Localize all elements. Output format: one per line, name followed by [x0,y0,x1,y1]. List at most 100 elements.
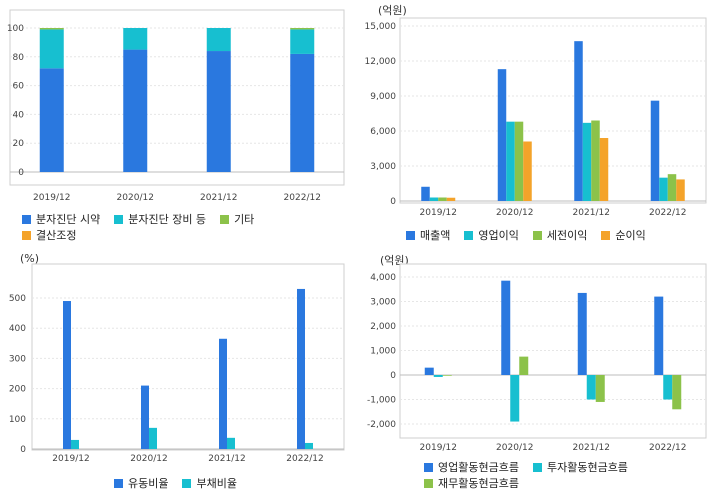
bar-0-분자진단 장비 등 [39,29,64,69]
x-tick-label: 2021/12 [573,208,610,218]
bar-1-투자활동현금흐름 [510,375,520,422]
y-tick-label: 100 [7,24,24,34]
bar-3-유동비율 [297,288,305,449]
bar-2-영업이익 [582,122,592,201]
y-tick-label: -2,000 [367,420,396,430]
legend-label: 세전이익 [546,229,588,242]
bar-2-재무활동현금흐름 [595,375,605,402]
legend-item[interactable]: 영업이익 [464,228,519,244]
legend-swatch [406,231,415,240]
legend-item[interactable]: 영업활동현금흐름 [424,460,519,476]
bar-3-기타 [290,28,315,30]
x-tick-label: 2020/12 [117,193,154,203]
bar-1-세전이익 [514,121,524,201]
y-tick-label: 3,000 [370,162,396,172]
bar-0-분자진단 시약 [39,68,64,172]
cashflow-plot: -2,000 -1,000 0 1,000 2,000 3,000 4,000 2019/12… [367,263,707,453]
y-tick-label: 300 [9,354,26,364]
bar-0-기타 [39,28,64,30]
legend-swatch [182,479,192,488]
x-tick-label: 2020/12 [496,208,533,218]
bar-3-부채비율 [305,442,313,449]
x-tick-label: 2022/12 [649,208,686,218]
bar-2-투자활동현금흐름 [586,375,596,400]
legend-swatch [532,463,542,472]
y-tick-label: 80 [13,53,25,63]
legend-label: 유동비율 [128,477,169,490]
y-tick-label: 200 [9,385,26,395]
legend-swatch [22,215,31,224]
y-tick-label: 0 [390,371,396,381]
bar-1-분자진단 장비 등 [123,28,148,50]
bar-1-순이익 [523,141,532,201]
y-tick-label: 1,000 [370,347,396,357]
legend-label: 재무활동현금흐름 [438,477,519,490]
bar-3-영업활동현금흐름 [654,296,664,375]
ratio-chart: (%) 0 100 200 300 400 500 2019/12 2020/12 2021/1… [0,248,360,496]
legend-item[interactable]: 세전이익 [532,228,588,244]
legend-label: 결산조정 [36,229,77,242]
legend-swatch [464,231,474,240]
sales-composition-plot: 0 20 40 60 80 100 2019/12 2020/12 2021/12 2022/12 [7,9,345,203]
x-tick-label: 2021/12 [200,193,237,203]
bar-1-영업이익 [506,121,515,201]
legend-row: 분자진단 시약 분자진단 장비 등 기타 [22,212,268,228]
y-tick-label: 6,000 [370,127,396,137]
bar-0-매출액 [421,186,430,201]
bar-2-세전이익 [591,120,600,201]
legend-item[interactable]: 결산조정 [22,228,76,244]
y-tick-label: 2,000 [370,322,396,332]
legend-item[interactable]: 분자진단 시약 [22,212,100,228]
legend-item[interactable]: 순이익 [601,228,646,244]
legend-item[interactable]: 분자진단 장비 등 [114,212,206,228]
y-tick-label: 3,000 [370,298,396,308]
bar-1-영업활동현금흐름 [501,280,511,375]
bar-3-매출액 [650,100,660,201]
x-tick-label: 2019/12 [420,443,457,453]
bar-3-투자활동현금흐름 [663,375,673,400]
ratio-unit-label: (%) [20,252,40,265]
bar-0-유동비율 [63,301,71,449]
income-plot: 0 3,000 6,000 9,000 12,000 15,000 2019/12 2020/… [365,17,707,218]
bar-3-분자진단 장비 등 [290,29,315,54]
legend-swatch [532,231,542,240]
bar-0-부채비율 [71,439,79,449]
bar-0-세전이익 [438,197,447,201]
y-tick-label: 100 [9,415,26,425]
legend-item[interactable]: 매출액 [406,228,450,244]
x-tick-label: 2022/12 [649,443,686,453]
legend-item[interactable]: 부채비율 [182,476,237,492]
bar-1-재무활동현금흐름 [519,356,529,375]
legend-label: 매출액 [420,229,451,242]
legend-row: 영업활동현금흐름 투자활동현금흐름 [424,460,642,476]
y-tick-label: 4,000 [370,273,396,283]
legend-item[interactable]: 기타 [220,212,254,228]
legend-swatch [114,215,124,224]
y-tick-label: 500 [9,294,26,304]
y-tick-label: -1,000 [367,396,396,406]
legend-row: 매출액 영업이익 세전이익 순이익 [406,228,660,244]
legend-label: 영업이익 [478,229,519,242]
legend-label: 순이익 [615,229,646,242]
x-tick-label: 2020/12 [130,454,167,464]
legend-label: 분자진단 장비 등 [128,213,207,226]
bar-3-재무활동현금흐름 [672,375,682,410]
legend-item[interactable]: 유동비율 [114,476,168,492]
legend-label: 기타 [234,213,255,226]
y-tick-label: 40 [13,110,25,120]
legend-item[interactable]: 투자활동현금흐름 [532,460,628,476]
bar-0-순이익 [446,197,456,201]
x-tick-label: 2019/12 [420,208,457,218]
bar-2-분자진단 시약 [206,51,231,172]
legend-row: 결산조정 [22,228,268,244]
legend-item[interactable]: 재무활동현금흐름 [424,476,519,492]
bar-3-영업이익 [659,177,668,201]
bar-1-부채비율 [149,427,157,449]
legend-swatch [601,231,611,240]
bar-3-세전이익 [667,174,677,201]
ratio-legend: 유동비율 부채비율 [114,476,251,492]
bar-0-재무활동현금흐름 [442,375,452,376]
cashflow-chart: (억원) -2,000 -1,000 0 1,000 2,000 3,000 4,000 20… [360,248,720,496]
